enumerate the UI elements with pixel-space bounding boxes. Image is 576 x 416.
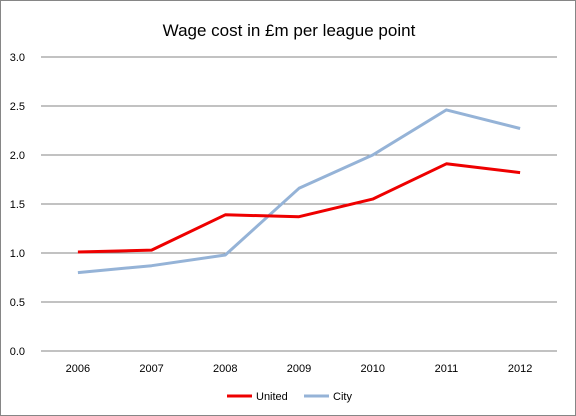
y-tick-label-3: 1.5	[10, 199, 25, 211]
x-tick-label-6: 2012	[508, 363, 532, 375]
y-tick-label-0: 0.0	[10, 346, 25, 358]
x-tick-label-2: 2008	[213, 363, 237, 375]
y-tick-label-2: 1.0	[10, 248, 25, 260]
legend-label-city: City	[333, 391, 352, 403]
x-tick-label-3: 2009	[287, 363, 311, 375]
y-tick-label-6: 3.0	[10, 52, 25, 64]
legend-label-united: United	[256, 391, 288, 403]
chart-title: Wage cost in £m per league point	[162, 21, 416, 40]
x-tick-label-5: 2011	[435, 363, 459, 375]
x-tick-label-4: 2010	[360, 363, 384, 375]
y-tick-label-1: 0.5	[10, 297, 25, 309]
series-line-city	[77, 108, 521, 275]
y-tick-label-5: 2.5	[10, 101, 25, 113]
y-tick-label-4: 2.0	[10, 150, 25, 162]
x-tick-label-0: 2006	[66, 363, 90, 375]
x-tick-label-1: 2007	[139, 363, 163, 375]
series-line-united	[77, 162, 521, 254]
